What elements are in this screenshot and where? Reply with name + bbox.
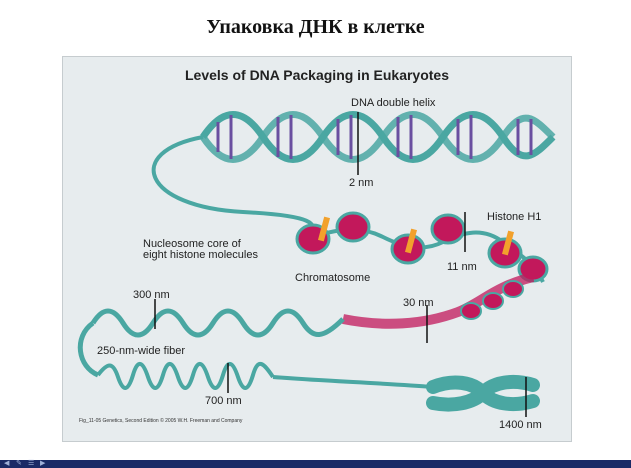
label-chromatosome: Chromatosome xyxy=(295,272,371,284)
label-30nm: 30 nm xyxy=(403,297,434,309)
label-nucleosome-core: Nucleosome core of eight histone molecul… xyxy=(143,239,258,261)
label-double-helix: DNA double helix xyxy=(351,97,436,109)
label-1400nm: 1400 nm xyxy=(499,419,542,431)
label-700nm: 700 nm xyxy=(205,395,242,407)
figure-credit: Fig_11-05 Genetics, Second Edition © 200… xyxy=(79,418,243,424)
label-nucleosome-line1: Nucleosome core of xyxy=(143,238,241,250)
label-nucleosome-line2: eight histone molecules xyxy=(143,249,258,261)
slide-nav: ◀ ✎ ☰ ▶ xyxy=(4,460,49,468)
fiber-30nm xyxy=(342,272,535,343)
pen-icon[interactable]: ✎ xyxy=(16,460,22,467)
label-11nm: 11 nm xyxy=(447,261,477,273)
fiber-300nm xyxy=(77,299,345,378)
double-helix xyxy=(200,111,556,175)
figure-title: Levels of DNA Packaging in Eukaryotes xyxy=(184,67,449,83)
figure: Levels of DNA Packaging in Eukaryotes xyxy=(62,56,572,442)
slide-title: Упаковка ДНК в клетке xyxy=(206,16,425,38)
label-2nm: 2 nm xyxy=(349,177,374,189)
dna-packaging-illustration xyxy=(77,111,556,417)
label-300nm: 300 nm xyxy=(133,289,170,301)
nucleosome-string xyxy=(295,211,549,283)
menu-icon[interactable]: ☰ xyxy=(28,460,35,467)
fiber-700nm xyxy=(96,362,434,393)
arrow-left-icon[interactable]: ◀ xyxy=(4,460,10,467)
arrow-right-icon[interactable]: ▶ xyxy=(40,460,46,467)
label-histone-h1: Histone H1 xyxy=(487,211,542,223)
chromosome xyxy=(426,374,540,417)
label-250nm-fiber: 250-nm-wide fiber xyxy=(97,345,186,357)
